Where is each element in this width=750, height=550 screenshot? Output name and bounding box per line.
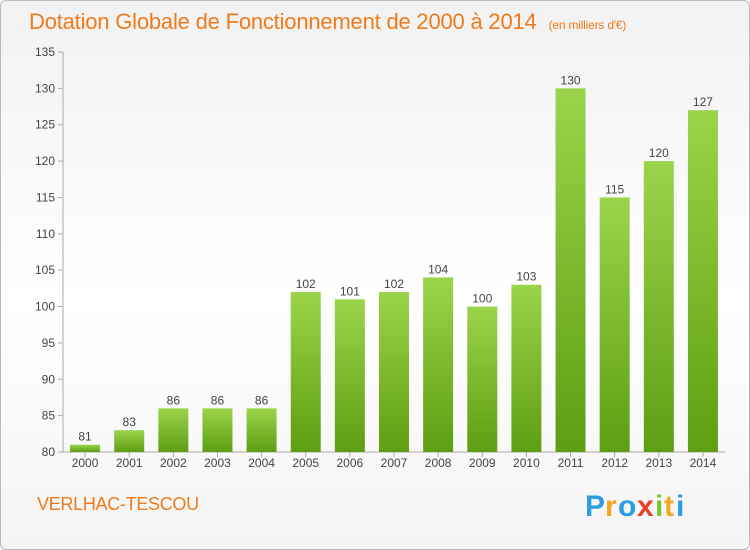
- proxiti-logo: P r o x i t i: [585, 490, 684, 523]
- bar: [290, 292, 321, 452]
- value-label: 130: [561, 73, 581, 87]
- x-tick-label: 2009: [469, 456, 496, 470]
- x-tick-label: 2012: [601, 456, 628, 470]
- y-tick-label: 95: [42, 336, 56, 350]
- x-tick-label: 2004: [248, 456, 275, 470]
- y-tick-label: 110: [36, 227, 55, 241]
- title-text: Dotation Globale de Fonctionnement de 20…: [29, 9, 537, 34]
- svg-text:i: i: [676, 490, 684, 523]
- value-label: 86: [211, 393, 225, 407]
- x-tick-label: 2003: [204, 456, 231, 470]
- bar: [202, 408, 233, 452]
- unit-note: (en milliers d'€): [548, 18, 627, 32]
- bar: [467, 306, 498, 452]
- y-tick-label: 105: [35, 263, 55, 277]
- x-tick-label: 2007: [381, 456, 408, 470]
- y-tick-label: 80: [42, 445, 56, 459]
- y-tick-label: 100: [35, 300, 55, 314]
- bar: [423, 277, 454, 452]
- y-tick-label: 85: [42, 409, 56, 423]
- value-label: 83: [123, 415, 137, 429]
- bar: [334, 299, 365, 452]
- y-tick-label: 135: [35, 45, 55, 59]
- svg-text:i: i: [655, 490, 663, 523]
- y-tick-label: 125: [35, 118, 55, 132]
- bar: [511, 284, 542, 452]
- bar: [114, 430, 145, 452]
- svg-text:t: t: [664, 490, 674, 523]
- bar: [555, 88, 586, 452]
- bar: [599, 197, 630, 452]
- value-label: 127: [693, 95, 713, 109]
- y-tick-label: 90: [42, 372, 56, 386]
- x-tick-label: 2002: [160, 456, 187, 470]
- bar: [379, 292, 409, 452]
- bar: [643, 161, 674, 452]
- value-label: 102: [384, 277, 404, 291]
- chart-title: Dotation Globale de Fonctionnement de 20…: [29, 9, 626, 35]
- y-tick-label: 115: [36, 190, 55, 204]
- y-tick-label: 120: [35, 154, 55, 168]
- x-tick-label: 2013: [645, 456, 672, 470]
- value-label: 101: [340, 284, 360, 298]
- value-label: 103: [516, 270, 536, 284]
- bar: [158, 408, 189, 452]
- value-label: 115: [605, 182, 624, 196]
- value-labels: 81 83 86 86 86 102 101 102 104 100 103 130 115 120 127: [78, 73, 713, 443]
- x-tick-label: 2005: [292, 456, 319, 470]
- y-tick-label: 130: [35, 81, 55, 95]
- svg-text:r: r: [605, 490, 617, 523]
- x-tick-label: 2001: [116, 456, 143, 470]
- x-tick-label: 2011: [558, 456, 584, 470]
- x-tick-label: 2014: [690, 456, 717, 470]
- value-label: 81: [78, 430, 92, 444]
- value-label: 86: [255, 393, 269, 407]
- x-tick-label: 2008: [425, 456, 452, 470]
- bar: [246, 408, 277, 452]
- svg-text:x: x: [637, 490, 654, 523]
- bar-group: [70, 88, 718, 452]
- value-label: 102: [296, 277, 316, 291]
- bar: [70, 444, 101, 452]
- bar: [687, 110, 718, 452]
- chart-axes: 80 85 90 95 100 105 110 115 120 125 130 135 2000 2001…: [35, 45, 725, 470]
- svg-text:o: o: [618, 490, 636, 523]
- x-tick-label: 2000: [72, 456, 99, 470]
- svg-text:P: P: [585, 490, 605, 523]
- x-tick-label: 2010: [513, 456, 540, 470]
- value-label: 104: [428, 262, 448, 276]
- value-label: 86: [167, 393, 181, 407]
- value-label: 100: [472, 292, 492, 306]
- place-name: VERLHAC-TESCOU: [37, 494, 199, 514]
- x-tick-label: 2006: [337, 456, 364, 470]
- value-label: 120: [649, 146, 669, 160]
